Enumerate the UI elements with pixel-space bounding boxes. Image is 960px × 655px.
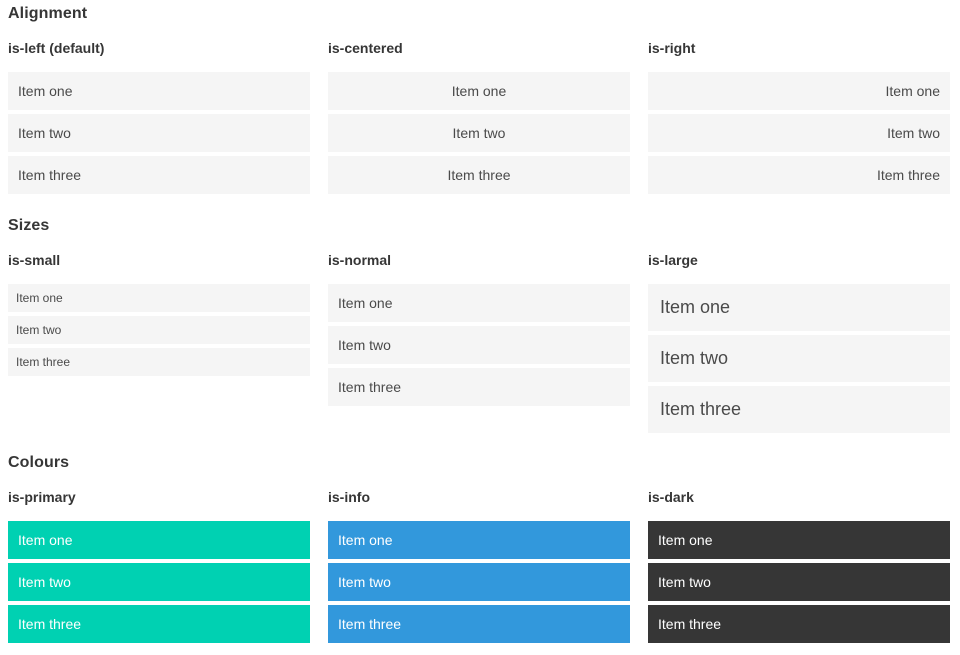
alignment-columns: is-left (default) Item one Item two Item… (8, 40, 950, 194)
list-item: Item three (648, 605, 950, 643)
list-item: Item one (648, 521, 950, 559)
column-is-small: is-small Item one Item two Item three (8, 252, 310, 376)
list-item: Item one (328, 72, 630, 110)
list-item: Item two (648, 563, 950, 601)
column-is-centered: is-centered Item one Item two Item three (328, 40, 630, 194)
list-item: Item one (648, 72, 950, 110)
list-is-dark: Item one Item two Item three (648, 521, 950, 643)
list-item: Item two (8, 114, 310, 152)
column-is-left: is-left (default) Item one Item two Item… (8, 40, 310, 194)
variant-label-is-dark: is-dark (648, 489, 694, 505)
list-is-info: Item one Item two Item three (328, 521, 630, 643)
list-item: Item two (328, 563, 630, 601)
variant-label-is-info: is-info (328, 489, 370, 505)
list-item: Item two (8, 316, 310, 344)
list-item: Item three (8, 605, 310, 643)
list-is-left: Item one Item two Item three (8, 72, 310, 194)
variant-label-is-small: is-small (8, 252, 61, 268)
list-item: Item two (648, 114, 950, 152)
list-item: Item three (328, 605, 630, 643)
list-item: Item one (8, 72, 310, 110)
variant-label-is-normal: is-normal (328, 252, 392, 268)
column-is-right: is-right Item one Item two Item three (648, 40, 950, 194)
list-item: Item two (648, 335, 950, 382)
section-colours: Colours is-primary Item one Item two Ite… (8, 453, 950, 643)
sizes-columns: is-small Item one Item two Item three is… (8, 252, 950, 433)
list-item: Item one (8, 521, 310, 559)
list-item: Item three (328, 156, 630, 194)
list-item: Item three (328, 368, 630, 406)
section-title-sizes: Sizes (8, 217, 50, 234)
list-is-centered: Item one Item two Item three (328, 72, 630, 194)
column-is-large: is-large Item one Item two Item three (648, 252, 950, 433)
list-is-normal: Item one Item two Item three (328, 284, 630, 406)
list-is-primary: Item one Item two Item three (8, 521, 310, 643)
section-alignment: Alignment is-left (default) Item one Ite… (8, 4, 950, 194)
list-is-small: Item one Item two Item three (8, 284, 310, 376)
list-item: Item two (328, 326, 630, 364)
variant-label-is-large: is-large (648, 252, 698, 268)
list-item: Item three (8, 156, 310, 194)
variant-label-is-primary: is-primary (8, 489, 76, 505)
list-item: Item one (648, 284, 950, 331)
column-is-info: is-info Item one Item two Item three (328, 489, 630, 643)
colours-columns: is-primary Item one Item two Item three … (8, 489, 950, 643)
variant-label-is-centered: is-centered (328, 40, 403, 56)
column-is-dark: is-dark Item one Item two Item three (648, 489, 950, 643)
list-is-right: Item one Item two Item three (648, 72, 950, 194)
list-item: Item three (648, 156, 950, 194)
variant-label-is-right: is-right (648, 40, 696, 56)
list-item: Item three (8, 348, 310, 376)
list-item: Item two (328, 114, 630, 152)
section-title-alignment: Alignment (8, 5, 88, 22)
list-item: Item two (8, 563, 310, 601)
list-is-large: Item one Item two Item three (648, 284, 950, 433)
column-is-normal: is-normal Item one Item two Item three (328, 252, 630, 406)
list-item: Item three (648, 386, 950, 433)
variant-label-is-left: is-left (default) (8, 40, 105, 56)
section-title-colours: Colours (8, 454, 70, 471)
list-item: Item one (328, 521, 630, 559)
list-item: Item one (328, 284, 630, 322)
column-is-primary: is-primary Item one Item two Item three (8, 489, 310, 643)
list-item: Item one (8, 284, 310, 312)
section-sizes: Sizes is-small Item one Item two Item th… (8, 216, 950, 433)
